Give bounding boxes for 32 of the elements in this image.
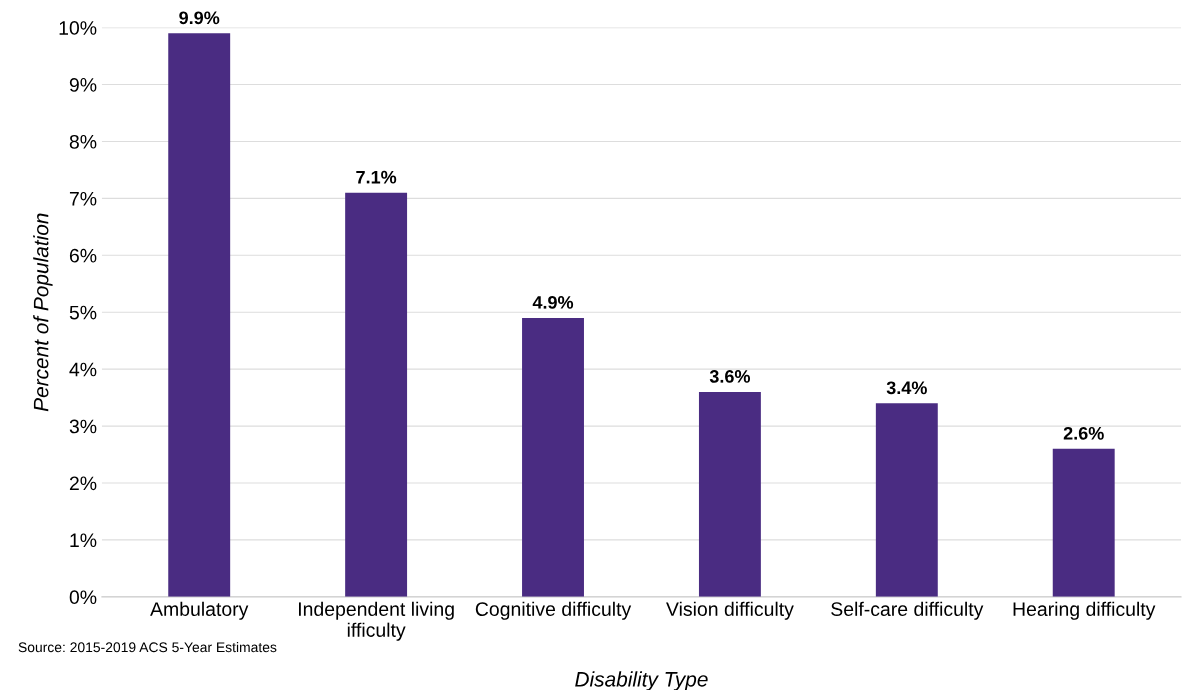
y-tick-label: 4% [69,362,97,377]
bar [1052,448,1115,597]
data-label: 3.6% [709,370,751,383]
source-note: Source: 2015-2019 ACS 5-Year Estimates [18,641,277,653]
x-axis-title: Disability Type [575,671,708,690]
y-tick-label: 5% [69,305,97,320]
x-tick-label: Self-care difficulty [831,601,984,620]
y-tick-label: 6% [69,248,97,263]
bar [345,192,408,597]
data-label: 7.1% [356,170,397,184]
y-tick-label: 7% [69,191,97,206]
x-tick-label: Ambulatory [150,601,249,620]
bar [698,391,761,597]
y-tick-label: 9% [69,77,97,92]
x-tick-label: Hearing difficulty [1013,601,1156,620]
data-label: 9.9% [179,11,220,25]
y-tick-label: 3% [69,419,97,434]
y-tick-label: 2% [69,476,97,491]
y-axis-title: Percent of Population [33,213,53,412]
data-label: 2.6% [1063,426,1104,440]
y-tick-label: 0% [69,590,97,605]
data-label: 3.4% [886,381,927,395]
x-tick-label: Vision difficulty [666,601,794,620]
bar [875,403,938,597]
data-label: 4.9% [532,296,574,309]
x-tick-label: Cognitive difficulty [475,601,632,620]
bar [168,33,231,597]
y-tick-label: 10% [59,21,97,35]
x-tick-label: Independent living ifficulty [298,601,454,641]
bar [522,317,584,597]
y-tick-label: 8% [69,134,97,149]
y-tick-label: 1% [70,533,97,548]
